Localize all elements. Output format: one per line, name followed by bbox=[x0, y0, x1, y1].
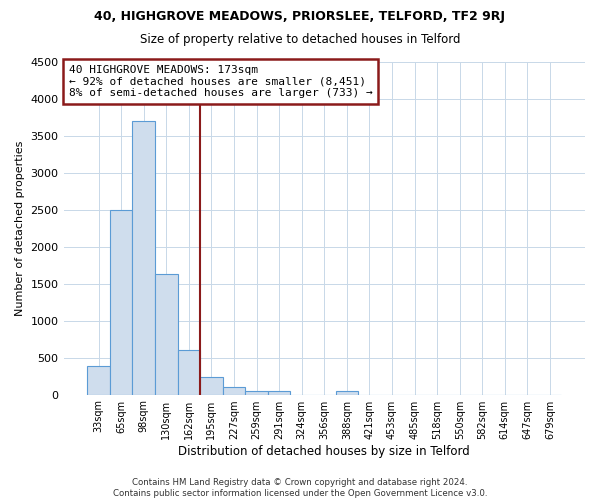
Bar bbox=[335, 390, 358, 394]
Bar bbox=[200, 377, 223, 394]
Bar bbox=[245, 390, 268, 394]
Bar bbox=[110, 210, 133, 394]
Bar bbox=[155, 274, 178, 394]
X-axis label: Distribution of detached houses by size in Telford: Distribution of detached houses by size … bbox=[178, 444, 470, 458]
Bar bbox=[223, 387, 245, 394]
Text: 40 HIGHGROVE MEADOWS: 173sqm
← 92% of detached houses are smaller (8,451)
8% of : 40 HIGHGROVE MEADOWS: 173sqm ← 92% of de… bbox=[69, 65, 373, 98]
Bar bbox=[178, 350, 200, 395]
Text: Size of property relative to detached houses in Telford: Size of property relative to detached ho… bbox=[140, 32, 460, 46]
Y-axis label: Number of detached properties: Number of detached properties bbox=[15, 140, 25, 316]
Text: 40, HIGHGROVE MEADOWS, PRIORSLEE, TELFORD, TF2 9RJ: 40, HIGHGROVE MEADOWS, PRIORSLEE, TELFOR… bbox=[95, 10, 505, 23]
Bar bbox=[133, 120, 155, 394]
Bar bbox=[268, 390, 290, 394]
Text: Contains HM Land Registry data © Crown copyright and database right 2024.
Contai: Contains HM Land Registry data © Crown c… bbox=[113, 478, 487, 498]
Bar bbox=[87, 366, 110, 394]
